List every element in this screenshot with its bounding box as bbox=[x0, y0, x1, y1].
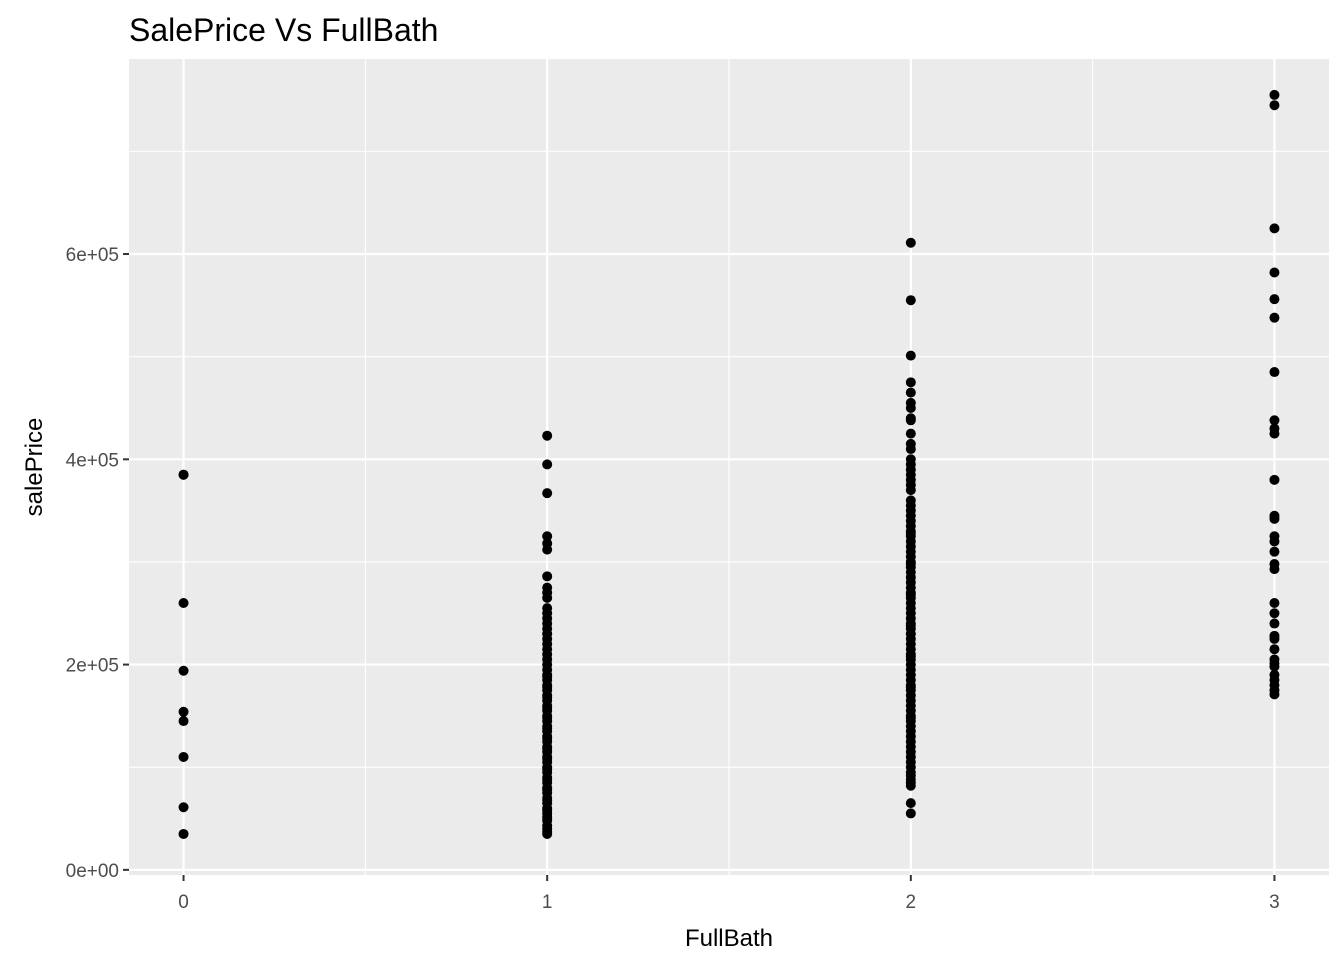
minor-gridlines bbox=[129, 59, 1329, 875]
data-point bbox=[905, 528, 916, 539]
data-point bbox=[905, 589, 916, 600]
data-point bbox=[1269, 661, 1280, 672]
data-point bbox=[542, 459, 553, 470]
x-axis-title: FullBath bbox=[685, 925, 773, 952]
data-point bbox=[905, 558, 916, 569]
data-point bbox=[542, 774, 553, 785]
data-point bbox=[178, 598, 189, 608]
data-point bbox=[1269, 223, 1280, 234]
x-tick-label: 0 bbox=[178, 892, 189, 913]
data-point bbox=[1269, 689, 1280, 700]
data-point bbox=[1269, 312, 1280, 323]
data-point bbox=[905, 428, 916, 439]
y-tick-label: 4e+05 bbox=[66, 450, 119, 471]
data-point bbox=[1269, 267, 1280, 278]
data-point bbox=[905, 780, 916, 791]
data-point bbox=[178, 665, 189, 676]
data-point bbox=[542, 828, 553, 839]
data-point bbox=[1269, 644, 1280, 655]
data-point bbox=[542, 795, 553, 806]
data-point bbox=[1269, 294, 1280, 305]
data-point bbox=[905, 377, 916, 388]
data-point bbox=[542, 784, 553, 795]
data-point bbox=[542, 712, 553, 723]
x-axis-ticks: 0 1 2 3 bbox=[178, 875, 1280, 913]
data-point bbox=[905, 712, 916, 723]
data-point bbox=[542, 592, 553, 603]
data-point bbox=[542, 544, 553, 555]
data-point bbox=[542, 571, 553, 582]
data-point bbox=[905, 444, 916, 455]
data-point bbox=[905, 682, 916, 693]
x-tick-label: 2 bbox=[906, 892, 917, 913]
y-axis-title: salePrice bbox=[21, 418, 48, 517]
data-point bbox=[542, 723, 553, 734]
data-point bbox=[1269, 513, 1280, 524]
data-point bbox=[905, 237, 916, 248]
y-axis-ticks: 0e+00 2e+05 4e+05 6e+05 bbox=[66, 245, 129, 882]
data-point bbox=[542, 805, 553, 816]
data-point bbox=[178, 469, 189, 480]
data-point bbox=[905, 295, 916, 306]
data-point bbox=[542, 820, 553, 831]
data-point bbox=[905, 485, 916, 496]
y-tick-label: 2e+05 bbox=[66, 656, 119, 677]
data-point bbox=[542, 743, 553, 754]
data-point bbox=[1269, 633, 1280, 644]
data-point bbox=[905, 387, 916, 398]
data-point bbox=[1269, 428, 1280, 439]
data-point bbox=[905, 620, 916, 631]
data-point bbox=[905, 415, 916, 426]
data-point bbox=[1269, 100, 1280, 111]
data-point bbox=[178, 751, 189, 762]
data-point bbox=[542, 702, 553, 713]
data-point bbox=[1269, 546, 1280, 557]
data-point bbox=[1269, 536, 1280, 547]
x-tick-label: 3 bbox=[1269, 892, 1280, 913]
data-point bbox=[178, 828, 189, 839]
data-point bbox=[1269, 564, 1280, 575]
data-point bbox=[1269, 654, 1280, 665]
data-point bbox=[1269, 474, 1280, 485]
data-point bbox=[905, 350, 916, 361]
data-point bbox=[1269, 367, 1280, 378]
data-point bbox=[905, 798, 916, 809]
y-tick-label: 6e+05 bbox=[66, 245, 119, 266]
data-point bbox=[905, 402, 916, 413]
data-point bbox=[178, 706, 189, 717]
data-point bbox=[542, 430, 553, 441]
data-point bbox=[542, 764, 553, 775]
data-point bbox=[542, 692, 553, 703]
data-point bbox=[542, 682, 553, 693]
data-points bbox=[178, 89, 1280, 839]
data-point bbox=[905, 651, 916, 662]
data-point bbox=[178, 716, 189, 727]
data-point bbox=[542, 671, 553, 682]
y-tick-label: 0e+00 bbox=[66, 861, 119, 882]
x-tick-label: 1 bbox=[542, 892, 553, 913]
data-point bbox=[1269, 598, 1280, 608]
data-point bbox=[542, 488, 553, 499]
data-point bbox=[1269, 618, 1280, 629]
data-point bbox=[542, 531, 553, 542]
data-point bbox=[905, 808, 916, 819]
data-point bbox=[1269, 89, 1280, 100]
data-point bbox=[1269, 415, 1280, 426]
data-point bbox=[178, 802, 189, 813]
data-point bbox=[1269, 608, 1280, 619]
data-point bbox=[542, 754, 553, 765]
chart-title: SalePrice Vs FullBath bbox=[129, 12, 438, 48]
data-point bbox=[542, 733, 553, 744]
